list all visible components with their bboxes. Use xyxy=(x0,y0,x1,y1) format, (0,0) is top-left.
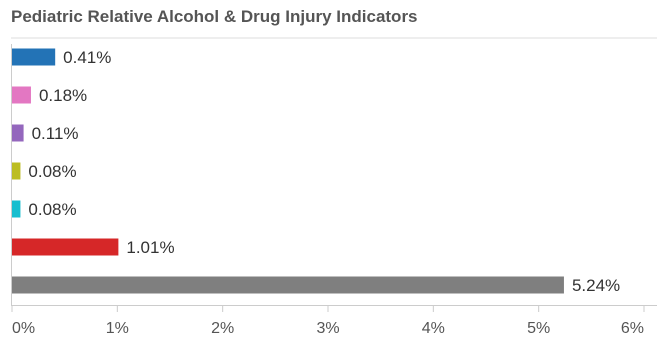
chart-title: Pediatric Relative Alcohol & Drug Injury… xyxy=(11,7,418,26)
bar-value-label: 0.41% xyxy=(63,48,111,67)
bar-value-label: 0.11% xyxy=(32,124,79,143)
bar[interactable] xyxy=(12,48,56,66)
bars-layer: 0.41% 0.18% 0.11% 0.08% 0.08% 1.01% 5.24% xyxy=(12,48,620,295)
x-tick-label: 4% xyxy=(422,320,445,337)
x-tick-label: 2% xyxy=(211,320,234,337)
x-tick-label: 1% xyxy=(106,320,129,337)
bar[interactable] xyxy=(12,276,564,294)
bar[interactable] xyxy=(12,86,31,104)
x-tick-label: 6% xyxy=(621,320,644,337)
bar-value-label: 5.24% xyxy=(572,276,620,295)
bar[interactable] xyxy=(12,124,24,142)
bar-value-label: 0.08% xyxy=(28,200,76,219)
bar-value-label: 0.08% xyxy=(28,162,76,181)
bar-value-label: 0.18% xyxy=(39,86,87,105)
bar[interactable] xyxy=(12,162,21,180)
bar[interactable] xyxy=(12,238,119,256)
x-axis-ticks: 0% 1% 2% 3% 4% 5% 6% xyxy=(11,305,645,337)
x-tick-label: 5% xyxy=(527,320,550,337)
x-tick-label: 3% xyxy=(316,320,339,337)
x-tick-label: 0% xyxy=(12,320,35,337)
bar[interactable] xyxy=(12,200,21,218)
bar-value-label: 1.01% xyxy=(126,238,174,257)
